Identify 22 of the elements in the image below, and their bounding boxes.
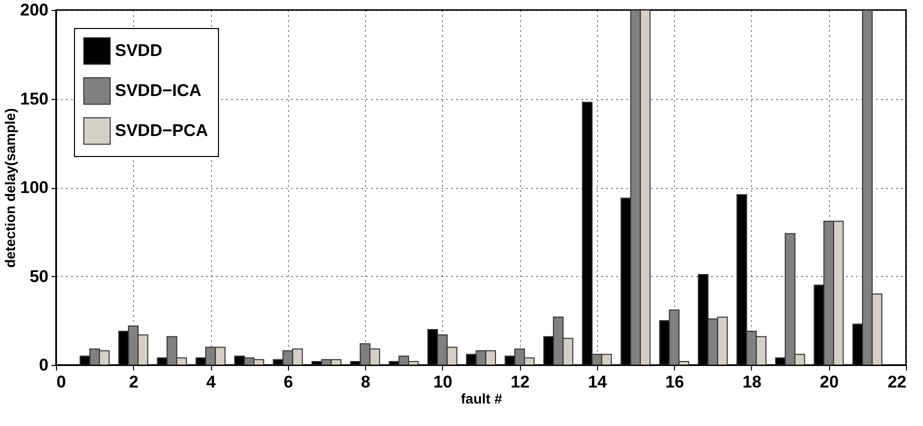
legend-label: SVDD [115, 41, 162, 60]
x-tick-label: 10 [433, 372, 452, 392]
x-tick-label: 2 [129, 372, 139, 392]
x-tick-label: 22 [888, 372, 906, 392]
x-tick-label: 0 [56, 372, 66, 392]
x-tick-label: 20 [820, 372, 839, 392]
x-tick-label: 12 [510, 372, 530, 392]
y-tick-label: 50 [30, 266, 48, 286]
y-tick-label: 100 [20, 178, 48, 197]
x-tick-label: 18 [742, 372, 762, 392]
legend-label: SVDD−ICA [115, 81, 202, 100]
y-tick-label: 200 [20, 0, 48, 20]
x-tick-label: 16 [665, 372, 684, 392]
y-axis-title: detection delay(sample) [2, 108, 18, 268]
x-tick-label: 14 [588, 372, 608, 392]
x-tick-label: 8 [360, 372, 370, 392]
x-tick-label: 6 [284, 372, 294, 392]
y-tick-label: 0 [39, 356, 48, 374]
y-tick-label: 150 [20, 89, 48, 108]
x-tick-label: 4 [206, 372, 216, 392]
x-axis-title: fault # [460, 390, 502, 406]
legend-label: SVDD−PCA [115, 121, 208, 140]
